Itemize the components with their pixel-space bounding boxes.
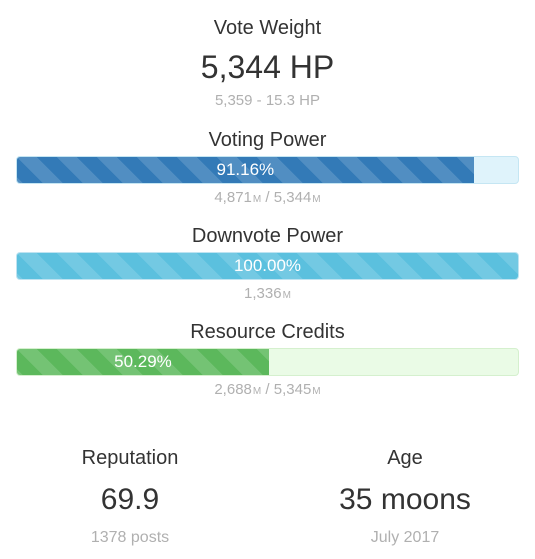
- vote-weight-section: Vote Weight 5,344 HP 5,359 - 15.3 HP: [0, 16, 535, 110]
- voting-power-max: 5,344: [273, 189, 312, 206]
- resource-credits-amount: 2,688M / 5,345M: [0, 381, 535, 399]
- vote-weight-range: 5,359 - 15.3 HP: [214, 92, 321, 109]
- downvote-power-fill: 100.00%: [17, 253, 518, 279]
- age-section: Age 35 moons July 2017: [275, 446, 535, 548]
- reputation-section: Reputation 69.9 1378 posts: [0, 446, 260, 548]
- age-value: 35 moons: [339, 483, 471, 516]
- resource-credits-separator: /: [261, 381, 274, 398]
- voting-power-current-unit: M: [252, 194, 262, 205]
- voting-power-separator: /: [261, 189, 274, 206]
- downvote-power-current: 1,336: [244, 285, 282, 302]
- age-since: July 2017: [370, 529, 440, 546]
- resource-credits-title-wrap: Resource Credits: [0, 320, 535, 344]
- vote-weight-value: 5,344 HP: [200, 49, 335, 85]
- resource-credits-bar: 50.29%: [16, 348, 519, 376]
- downvote-power-percent: 100.00%: [233, 256, 302, 275]
- voting-power-percent: 91.16%: [216, 160, 275, 179]
- voting-power-max-unit: M: [312, 194, 321, 205]
- voting-power-bar: 91.16%: [16, 156, 519, 184]
- downvote-power-title-wrap: Downvote Power: [0, 224, 535, 248]
- resource-credits-max-unit: M: [312, 386, 321, 397]
- resource-credits-fill: 50.29%: [17, 349, 269, 375]
- downvote-power-current-unit: M: [282, 290, 291, 301]
- vote-weight-title: Vote Weight: [213, 17, 322, 39]
- voting-power-amount: 4,871M / 5,344M: [0, 189, 535, 207]
- reputation-value: 69.9: [100, 483, 160, 516]
- resource-credits-max: 5,345: [273, 381, 312, 398]
- downvote-power-title: Downvote Power: [191, 225, 344, 247]
- voting-power-current: 4,871: [214, 189, 252, 206]
- age-title: Age: [387, 447, 423, 469]
- voting-power-fill: 91.16%: [17, 157, 474, 183]
- resource-credits-current: 2,688: [214, 381, 252, 398]
- resource-credits-percent: 50.29%: [114, 352, 172, 371]
- reputation-title: Reputation: [81, 447, 179, 469]
- voting-power-title-wrap: Voting Power: [0, 128, 535, 152]
- resource-credits-current-unit: M: [252, 386, 262, 397]
- voting-power-title: Voting Power: [208, 129, 327, 151]
- reputation-posts: 1378 posts: [90, 529, 170, 546]
- downvote-power-bar: 100.00%: [16, 252, 519, 280]
- downvote-power-amount: 1,336M: [0, 285, 535, 303]
- resource-credits-title: Resource Credits: [190, 321, 345, 343]
